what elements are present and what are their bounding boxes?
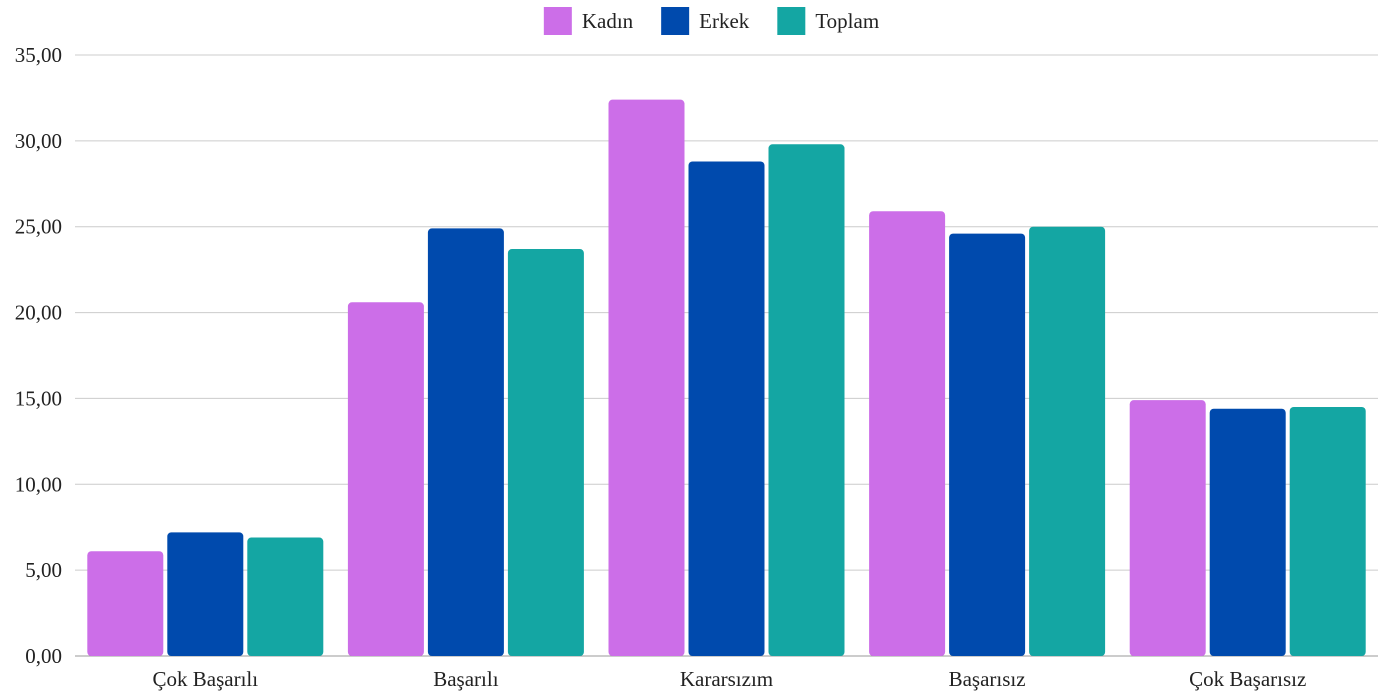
- bar-erkek-0: [167, 532, 244, 656]
- x-category-label: Başarısız: [949, 667, 1026, 691]
- bar-erkek-4: [1209, 408, 1286, 656]
- x-axis-labels: Çok Başarılı Başarılı Kararsızım Başarısız Ç…: [153, 667, 1307, 691]
- legend-swatch-erkek: [661, 7, 690, 35]
- bar-kadın-3: [869, 211, 946, 656]
- legend: Kadın Erkek Toplam: [543, 7, 879, 35]
- legend-swatch-kadın: [543, 7, 572, 35]
- legend-label-kadın: Kadın: [582, 9, 634, 33]
- y-tick-label: 25,00: [15, 215, 62, 239]
- bar-erkek-3: [949, 233, 1026, 656]
- bars: [87, 99, 1366, 657]
- y-tick-label: 35,00: [15, 43, 62, 67]
- bar-toplam-2: [768, 144, 845, 656]
- x-category-label: Çok Başarılı: [153, 667, 259, 691]
- y-tick-label: 15,00: [15, 386, 62, 410]
- x-category-label: Başarılı: [433, 667, 498, 691]
- bar-toplam-4: [1289, 407, 1366, 656]
- y-axis-ticks: 0,00 5,00 10,00 15,00 20,00 25,00 30,00 35,00: [15, 43, 62, 668]
- x-category-label: Çok Başarısız: [1189, 667, 1306, 691]
- bar-kadın-0: [87, 551, 164, 656]
- y-tick-label: 10,00: [15, 472, 62, 496]
- bar-kadın-2: [608, 99, 685, 657]
- y-tick-label: 20,00: [15, 301, 62, 325]
- y-tick-label: 0,00: [25, 644, 62, 668]
- bar-erkek-2: [688, 161, 765, 656]
- legend-label-erkek: Erkek: [699, 9, 750, 33]
- bar-kadın-1: [347, 302, 424, 656]
- legend-label-toplam: Toplam: [815, 9, 879, 33]
- x-category-label: Kararsızım: [680, 667, 773, 691]
- y-tick-label: 30,00: [15, 129, 62, 153]
- bar-toplam-0: [247, 537, 324, 656]
- bar-toplam-1: [507, 249, 584, 656]
- bar-toplam-3: [1029, 226, 1106, 656]
- y-tick-label: 5,00: [25, 558, 62, 582]
- bar-erkek-1: [427, 228, 504, 656]
- bar-kadın-4: [1129, 400, 1206, 656]
- legend-swatch-toplam: [777, 7, 806, 35]
